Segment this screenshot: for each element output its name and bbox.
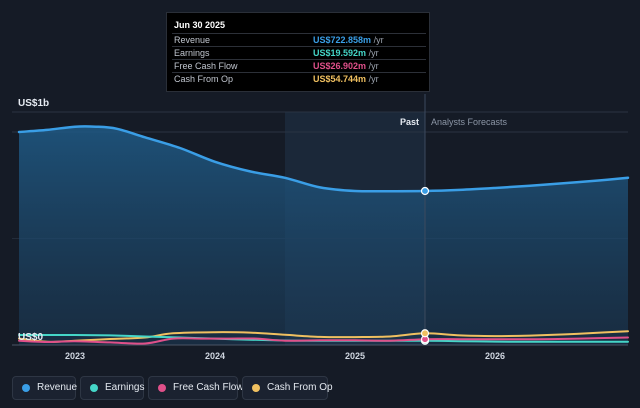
forecast-label: Analysts Forecasts (431, 117, 508, 127)
tooltip-row-cfo: Cash From Op US$54.744m /yr (172, 72, 426, 86)
legend-label: Free Cash Flow (173, 382, 244, 393)
legend-dot-icon (90, 384, 98, 392)
tooltip-date: Jun 30 2025 (174, 20, 226, 30)
legend-item-earnings[interactable]: Earnings (80, 376, 144, 400)
x-tick-label-2023: 2023 (65, 351, 85, 361)
tooltip-value: US$54.744m (313, 74, 367, 84)
y-axis-label-top: US$1b (18, 98, 49, 109)
revenue-area (19, 126, 628, 345)
legend-label: Earnings (105, 382, 145, 393)
line-cfo (18, 330, 629, 343)
tooltip-unit: /yr (368, 61, 379, 71)
tooltip-row-earnings: Earnings US$19.592m /yr (172, 46, 426, 60)
tooltip-value: US$722.858m (313, 35, 372, 45)
legend-item-free-cash-flow[interactable]: Free Cash Flow (148, 376, 244, 400)
x-tick-label-2025: 2025 (345, 351, 365, 361)
tooltip-unit: /yr (373, 35, 384, 45)
line-fcf (18, 336, 629, 345)
legend-item-cash-from-op[interactable]: Cash From Op (242, 376, 333, 400)
marker-revenue (420, 186, 430, 196)
tooltip-label: Revenue (174, 35, 211, 45)
legend-dot-icon (252, 384, 260, 392)
legend-label: Revenue (37, 382, 78, 393)
tooltip-unit: /yr (368, 48, 379, 58)
past-label: Past (400, 117, 419, 127)
x-tick-label-2024: 2024 (205, 351, 225, 361)
tooltip: Jun 30 2025 Revenue US$722.858m /yr Earn… (166, 12, 430, 92)
tooltip-label: Earnings (174, 48, 210, 58)
tooltip-value: US$19.592m (313, 48, 367, 58)
legend-dot-icon (158, 384, 166, 392)
y-axis-label-zero: US$0 (18, 332, 43, 343)
legend-label: Cash From Op (267, 382, 333, 393)
marker-cfo (420, 329, 430, 338)
tooltip-label: Cash From Op (174, 74, 234, 84)
x-tick-label-2026: 2026 (485, 351, 505, 361)
legend-item-revenue[interactable]: Revenue (12, 376, 78, 400)
tooltip-label: Free Cash Flow (174, 61, 238, 71)
tooltip-value: US$26.902m (313, 61, 367, 71)
line-revenue (17, 125, 630, 193)
tooltip-row-fcf: Free Cash Flow US$26.902m /yr (172, 59, 426, 73)
tooltip-unit: /yr (368, 74, 379, 84)
tooltip-row-revenue: Revenue US$722.858m /yr (172, 33, 426, 47)
legend-dot-icon (22, 384, 30, 392)
